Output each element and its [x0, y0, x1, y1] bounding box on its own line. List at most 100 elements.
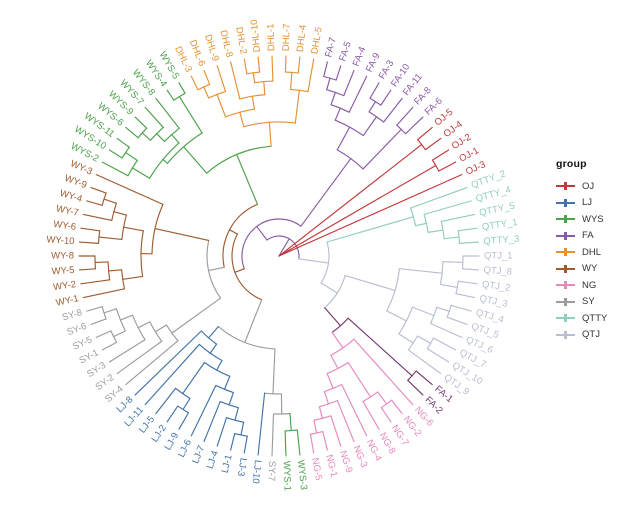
branch-stem [461, 268, 480, 271]
branch-stem [362, 116, 378, 137]
branch-stem [244, 299, 263, 344]
legend-label: DHL [582, 246, 602, 258]
branch-stem [113, 330, 126, 338]
branch-stem [156, 133, 166, 143]
branch-stem [313, 419, 318, 434]
branch-stem [144, 106, 164, 129]
branch-stem [398, 268, 443, 274]
branch-stem [116, 137, 130, 148]
branch-stem [407, 379, 424, 396]
branch-stem [154, 227, 210, 241]
branch-stem [398, 333, 414, 344]
branch-stem [290, 71, 293, 90]
branch-stem [216, 93, 227, 118]
leaf-label: SY-7 [266, 461, 278, 482]
leaf-label: WY-2 [53, 279, 77, 293]
branch-stem [426, 348, 450, 363]
branch-stem [380, 89, 392, 106]
legend-item: OJ [556, 178, 607, 195]
branch-stem [377, 391, 388, 405]
branch-stem [284, 55, 287, 73]
branch-stem [234, 407, 239, 421]
branch-stem [166, 405, 179, 423]
branch-stem [331, 331, 344, 349]
branch-stem [343, 69, 355, 97]
legend-key-ng-icon [556, 280, 575, 290]
branch-stem [86, 306, 103, 312]
branch-stem [243, 58, 248, 75]
branch-stem [80, 279, 111, 285]
branch-stem [326, 372, 334, 389]
leaf-label: WY-9 [63, 173, 88, 191]
leaf-label: WY-7 [55, 203, 80, 219]
branch-stem [208, 325, 219, 339]
branch-stem [455, 293, 476, 299]
branch-stem [230, 61, 241, 100]
branch-stem [108, 339, 146, 363]
branch-stem [178, 412, 190, 430]
branch-stem [108, 269, 123, 272]
legend-item: NG [556, 277, 607, 294]
branch-stem [101, 161, 129, 177]
leaf-label: WYS-1 [281, 461, 293, 491]
branch-stem [263, 81, 266, 96]
leaf-label: WY-4 [58, 188, 83, 205]
branch-stem [307, 58, 315, 93]
branch-stem [294, 89, 300, 124]
legend-label: FA [582, 230, 594, 242]
branch-stem [203, 86, 210, 99]
branch-stem [330, 415, 342, 447]
branch-stem [271, 413, 275, 457]
branch-stem [411, 306, 435, 317]
branch-stem [90, 187, 107, 194]
branch-stem [268, 121, 272, 147]
branch-stem [154, 324, 168, 333]
branch-stem [300, 158, 352, 227]
branch-stem [431, 149, 450, 161]
leaf-label: WY-5 [51, 265, 75, 278]
legend-key-wys-icon [556, 214, 575, 224]
branch-stem [353, 338, 414, 406]
branch-stem [368, 101, 377, 113]
branch-stem [396, 106, 414, 126]
leaf-label: SY-8 [61, 307, 83, 323]
legend-key-lj-icon [556, 198, 575, 208]
branch-stem [252, 72, 256, 84]
branch-stem [457, 227, 478, 232]
leaf-label: LJ-10 [250, 459, 263, 484]
branch-stem [430, 322, 463, 338]
branch-stem [239, 111, 245, 128]
branch-stem [369, 82, 380, 99]
branch-stem [320, 282, 338, 294]
legend: group OJ LJ WYS FA DHL WY NG SY QTTY QTJ [556, 158, 607, 343]
branch-stem [347, 317, 413, 377]
branch-stem [438, 161, 457, 172]
branch-stem [162, 158, 169, 164]
branch-stem [78, 241, 100, 244]
branch-stem [336, 126, 351, 151]
legend-item: WYS [556, 211, 607, 228]
branch-stem [123, 226, 144, 232]
branch-stem [458, 241, 480, 244]
branch-stem [427, 229, 444, 233]
branch-stem [178, 95, 203, 134]
legend-key-fa-icon [556, 231, 575, 241]
branch-stem [82, 213, 113, 222]
branch-stem [223, 375, 231, 390]
branch-stem [383, 97, 403, 123]
leaf-label: WY-1 [55, 293, 80, 309]
branch-stem [323, 391, 330, 405]
branch-stem [82, 288, 126, 299]
branch-stem [405, 116, 424, 135]
branch-stem [391, 399, 403, 415]
branch-stem [182, 397, 191, 411]
branch-stem [409, 187, 468, 209]
leaf-label: NG-9 [337, 449, 354, 474]
leaf-label: LJ-4 [205, 449, 221, 470]
branch-stem [257, 392, 266, 456]
branch-stem [439, 283, 458, 289]
legend-key-qtty-icon [556, 313, 575, 323]
leaf-label: NG-1 [323, 454, 339, 479]
leaf-label: QTTY_1 [481, 217, 518, 233]
branch-stem [155, 387, 177, 415]
